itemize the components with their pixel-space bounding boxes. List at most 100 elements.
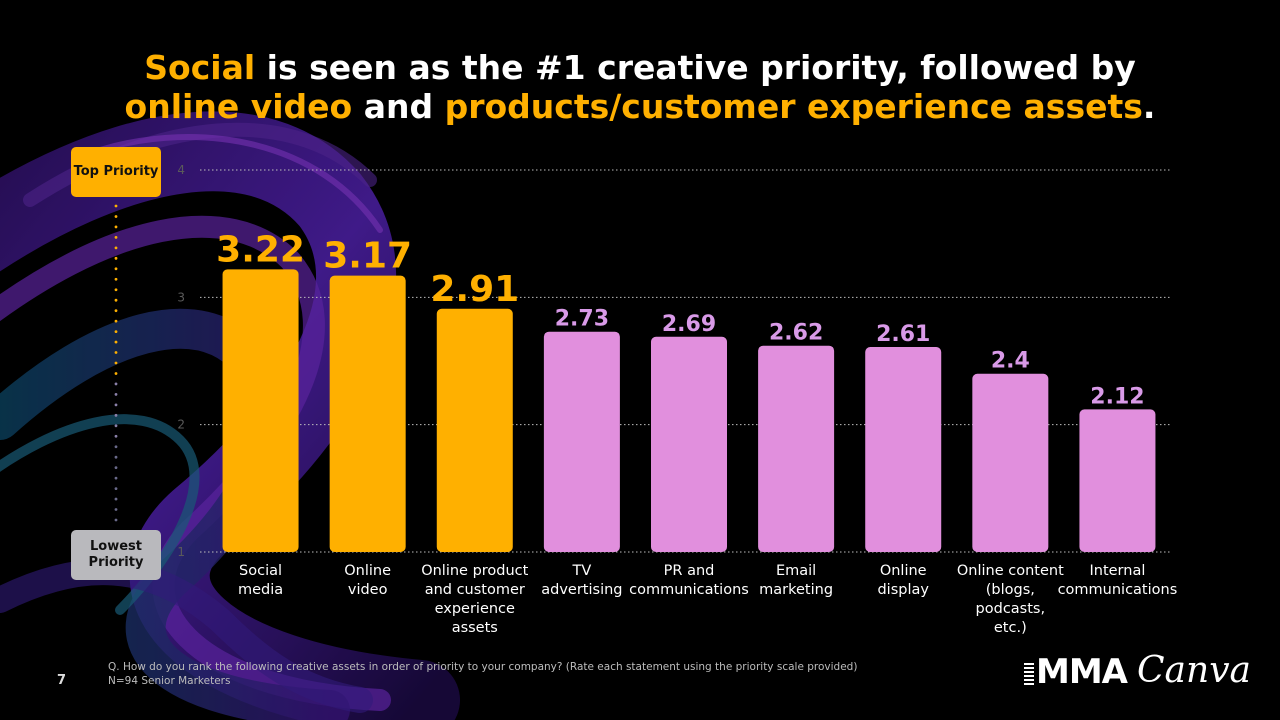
x-tick-label-line: etc.)	[994, 620, 1027, 636]
scale-dot	[114, 476, 118, 480]
data-label: 2.4	[991, 349, 1030, 374]
bars-layer: 3.22 Social media 3.17 Online video 2.91 Online…	[216, 229, 1177, 636]
x-tick-label: Online video	[344, 563, 391, 598]
title-highlight-products: products/customer experience assets	[444, 87, 1143, 126]
x-tick-label-line: marketing	[759, 582, 833, 598]
footnote-question: Q. How do you rank the following creativ…	[108, 661, 858, 673]
title-text-3: .	[1142, 87, 1156, 126]
scale-dot	[114, 434, 118, 438]
scale-dot	[114, 340, 118, 344]
scale-dot	[114, 372, 118, 375]
scale-dot	[114, 466, 118, 470]
x-tick-label-line: (blogs,	[986, 582, 1035, 598]
y-tick-label: 4	[177, 163, 185, 177]
scale-dot	[114, 309, 118, 313]
x-tick-label-line: Online	[344, 563, 391, 579]
x-tick-label-line: Online content	[957, 563, 1064, 579]
scale-dot	[114, 487, 118, 490]
scale-dot	[114, 288, 118, 292]
x-tick-label: TV advertising	[541, 563, 622, 598]
x-tick-label: Online product and customer experience asse…	[421, 563, 528, 636]
scale-dot	[114, 215, 118, 218]
canva-logo: Canva	[1137, 650, 1251, 691]
x-tick-label-line: Social	[239, 563, 282, 579]
bar	[865, 346, 942, 552]
x-tick-label-line: media	[238, 582, 283, 598]
scale-dot	[114, 497, 118, 501]
y-tick-label: 2	[177, 418, 185, 432]
scale-dot	[114, 256, 118, 260]
x-tick-label: Internal communications	[1058, 563, 1178, 598]
scale-dot	[114, 508, 118, 511]
x-tick-label-line: PR and	[664, 563, 715, 579]
x-tick-label-line: and customer	[425, 582, 525, 598]
data-label: 2.69	[662, 312, 716, 337]
x-tick-label-line: Online	[880, 563, 927, 579]
footnote: Q. How do you rank the following creativ…	[108, 660, 857, 688]
scale-dot	[114, 393, 118, 396]
x-tick-label-line: assets	[452, 620, 498, 636]
scale-dot	[114, 298, 118, 302]
title-highlight-video: online video	[124, 87, 353, 126]
x-tick-label: PR and communications	[629, 563, 749, 598]
x-tick-label-line: Online product	[421, 563, 528, 579]
scale-dot	[114, 455, 118, 459]
data-label: 2.12	[1090, 384, 1144, 409]
title-highlight-social: Social	[144, 48, 256, 87]
bar	[1079, 409, 1156, 552]
lowest-priority-badge: Lowest Priority	[71, 530, 161, 580]
x-tick-label: Online content (blogs, podcasts, etc.)	[957, 563, 1064, 636]
footnote-sample: N=94 Senior Marketers	[108, 675, 231, 687]
scale-dot	[114, 319, 118, 323]
scale-dot	[114, 277, 118, 281]
mma-logo: MMA	[1024, 652, 1128, 692]
scale-dot	[114, 330, 118, 333]
x-tick-label-line: communications	[629, 582, 749, 598]
x-tick-label-line: display	[877, 582, 929, 598]
scale-dot	[114, 424, 118, 428]
data-label: 3.22	[216, 229, 305, 270]
scale-dot	[114, 225, 118, 229]
mma-logo-mark	[1024, 662, 1034, 685]
data-label: 2.62	[769, 321, 823, 346]
page-number: 7	[57, 673, 67, 688]
x-tick-label: Email marketing	[759, 563, 833, 598]
title-text-1: is seen as the #1 creative priority, fol…	[255, 48, 1136, 87]
scale-dot	[114, 403, 118, 407]
x-tick-label: Social media	[238, 563, 283, 598]
scale-dot	[114, 382, 118, 386]
scale-dot	[114, 413, 118, 417]
data-label: 2.61	[876, 322, 930, 347]
data-label: 2.73	[555, 307, 609, 332]
y-tick-label: 3	[177, 290, 185, 304]
x-tick-label-line: communications	[1058, 582, 1178, 598]
x-tick-label-line: podcasts,	[976, 601, 1046, 617]
x-tick-label-line: experience	[435, 601, 515, 617]
bar	[329, 275, 406, 552]
y-tick-label: 1	[177, 545, 185, 559]
bar	[972, 373, 1049, 552]
scale-dot	[114, 267, 118, 271]
scale-dot	[114, 518, 118, 522]
top-priority-badge: Top Priority	[71, 147, 161, 197]
x-tick-label: Online display	[877, 563, 929, 598]
x-tick-label-line: video	[348, 582, 388, 598]
scale-dot	[114, 351, 118, 354]
x-tick-label-line: advertising	[541, 582, 622, 598]
scale-dot	[114, 246, 118, 250]
bar	[758, 345, 835, 552]
bar	[222, 269, 299, 552]
scale-dot	[114, 445, 118, 449]
priority-scale-dots	[114, 204, 118, 522]
bar	[543, 331, 620, 552]
x-tick-label-line: Internal	[1089, 563, 1145, 579]
page-title: Social is seen as the #1 creative priori…	[60, 48, 1220, 126]
data-label: 3.17	[323, 236, 412, 277]
title-text-2: and	[352, 87, 445, 126]
bar	[651, 336, 727, 552]
data-label: 2.91	[430, 269, 519, 310]
x-tick-label-line: TV	[571, 563, 591, 579]
scale-dot	[114, 236, 118, 239]
x-tick-label-line: Email	[776, 563, 816, 579]
